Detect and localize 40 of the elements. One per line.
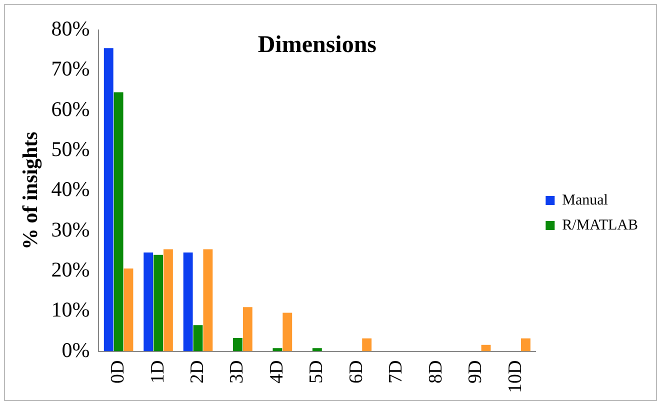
x-tick-label: 6D bbox=[346, 360, 367, 384]
y-tick-label: 70% bbox=[51, 56, 90, 81]
bar bbox=[124, 268, 134, 352]
bar bbox=[183, 252, 193, 352]
x-tick-label: 3D bbox=[226, 360, 248, 384]
bar bbox=[203, 249, 213, 352]
bar bbox=[312, 348, 322, 352]
bar bbox=[242, 307, 252, 352]
bar bbox=[193, 325, 203, 352]
bar bbox=[104, 48, 114, 352]
chart-title: Dimensions bbox=[258, 32, 377, 58]
y-tick-label: 60% bbox=[51, 96, 90, 121]
x-tick-label: 10D bbox=[504, 360, 526, 394]
bar bbox=[154, 254, 163, 352]
x-tick-label: 9D bbox=[465, 360, 486, 384]
bar bbox=[233, 338, 242, 352]
y-tick-label: 40% bbox=[51, 177, 90, 202]
bar bbox=[362, 338, 372, 352]
y-tick-label: 30% bbox=[51, 217, 90, 242]
bar bbox=[114, 92, 124, 352]
x-tick-label: 0D bbox=[108, 360, 129, 384]
x-tick-label: 8D bbox=[425, 360, 446, 384]
bar bbox=[282, 312, 292, 352]
legend-label: Manual bbox=[562, 192, 608, 208]
y-tick-label: 80% bbox=[51, 16, 90, 41]
x-tick-label: 1D bbox=[147, 360, 168, 384]
x-tick-label: 4D bbox=[266, 360, 288, 384]
x-tick-label: 7D bbox=[386, 360, 407, 384]
y-tick-label: 10% bbox=[51, 298, 90, 322]
y-tick-label: 50% bbox=[51, 136, 90, 161]
legend-label: R/MATLAB bbox=[562, 217, 638, 234]
x-tick-label: 5D bbox=[306, 360, 328, 384]
bar bbox=[521, 338, 530, 352]
y-tick-label: 0% bbox=[62, 338, 90, 362]
bar bbox=[272, 348, 282, 352]
y-tick-label: 20% bbox=[51, 257, 90, 282]
bar bbox=[163, 249, 173, 352]
x-tick-label: 2D bbox=[186, 360, 208, 384]
y-axis-title: % of insights bbox=[18, 132, 42, 250]
bar bbox=[144, 252, 154, 352]
